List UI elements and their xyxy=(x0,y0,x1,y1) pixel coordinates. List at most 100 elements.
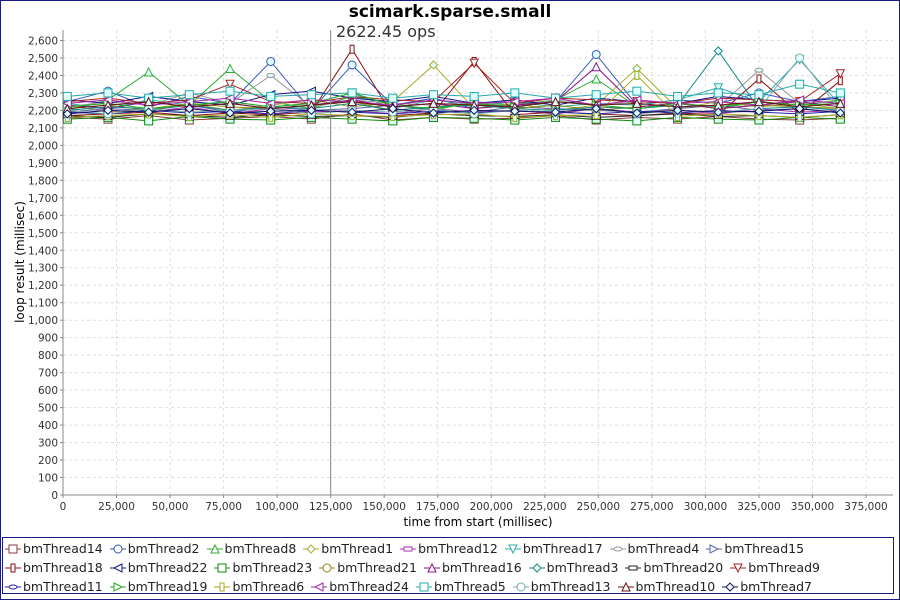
data-point xyxy=(713,88,723,98)
legend-marker-icon xyxy=(214,563,231,572)
legend-shape xyxy=(508,544,518,554)
legend-marker-icon xyxy=(400,546,417,551)
data-point xyxy=(266,56,276,66)
y-tick-label: 1,500 xyxy=(28,228,58,240)
data-point xyxy=(673,91,683,101)
data-point xyxy=(754,96,764,107)
data-point xyxy=(225,63,235,73)
x-tick-label: 225,000 xyxy=(523,501,566,513)
y-tick-label: 300 xyxy=(38,438,58,450)
legend-marker-icon xyxy=(625,565,642,570)
legend-label: bmThread2 xyxy=(127,541,200,556)
data-point xyxy=(713,107,723,117)
legend-label: bmThread23 xyxy=(232,560,313,575)
legend-item: bmThread17 xyxy=(504,539,603,558)
legend-item: bmThread24 xyxy=(311,577,409,596)
series-line xyxy=(67,83,841,99)
legend-label: bmThread18 xyxy=(23,560,103,575)
series-line xyxy=(67,108,841,115)
legend-shape xyxy=(113,581,123,592)
y-tick-label: 1,400 xyxy=(28,245,58,257)
data-point xyxy=(143,107,154,117)
legend-item: bmThread4 xyxy=(609,539,700,558)
data-point xyxy=(143,96,154,107)
y-tick-label: 1,700 xyxy=(28,193,58,205)
legend-shape xyxy=(403,546,413,551)
legend-item: bmThread7 xyxy=(722,577,812,596)
legend-marker-icon xyxy=(206,543,223,553)
y-tick-label: 2,200 xyxy=(28,105,58,117)
legend-shape xyxy=(516,582,526,591)
legend-label: bmThread10 xyxy=(635,579,716,594)
legend-shape xyxy=(427,562,437,572)
legend-marker-icon xyxy=(706,543,723,554)
data-point xyxy=(347,96,357,107)
data-point xyxy=(347,107,357,117)
legend-marker-icon xyxy=(303,543,320,554)
data-point xyxy=(591,103,601,114)
data-point xyxy=(713,46,723,56)
y-tick-label: 2,600 xyxy=(28,35,58,47)
legend-label: bmThread13 xyxy=(530,579,611,594)
legend-shape xyxy=(219,582,225,591)
x-tick-label: 0 xyxy=(60,501,67,513)
legend-label: bmThread14 xyxy=(23,541,103,556)
legend-label: bmThread6 xyxy=(232,579,305,594)
data-point xyxy=(795,79,805,89)
legend-marker-icon xyxy=(415,582,432,591)
legend-item: bmThread20 xyxy=(625,558,723,577)
data-point xyxy=(634,70,640,80)
legend-shape xyxy=(10,563,16,572)
data-point xyxy=(591,61,602,72)
data-point xyxy=(62,91,72,101)
legend-marker-icon xyxy=(730,563,747,573)
legend-item: bmThread22 xyxy=(109,558,207,577)
legend-item: bmThread19 xyxy=(109,577,207,596)
x-tick-label: 300,000 xyxy=(684,501,727,513)
legend-item: bmThread14 xyxy=(5,539,103,558)
data-point xyxy=(225,86,235,96)
legend-marker-icon xyxy=(311,581,328,592)
legend-label: bmThread9 xyxy=(748,560,820,575)
data-point xyxy=(388,103,398,114)
data-point xyxy=(143,66,154,77)
x-axis-label: time from start (millisec) xyxy=(403,515,553,529)
legend-item: bmThread11 xyxy=(5,577,103,596)
data-point xyxy=(225,98,235,108)
data-point xyxy=(754,67,764,73)
y-tick-label: 1,300 xyxy=(28,263,58,275)
legend-item: bmThread23 xyxy=(214,558,312,577)
data-point xyxy=(347,60,357,70)
legend-item: bmThread3 xyxy=(528,558,619,577)
data-point xyxy=(103,88,113,98)
series-line xyxy=(67,97,841,106)
legend-item: bmThread16 xyxy=(423,558,522,577)
series-line xyxy=(67,92,841,110)
x-tick-label: 375,000 xyxy=(844,501,887,513)
legend-label: bmThread4 xyxy=(627,541,700,556)
legend-shape xyxy=(8,584,18,589)
data-point xyxy=(632,98,642,108)
legend-item: bmThread1 xyxy=(303,539,393,558)
legend-shape xyxy=(733,563,743,573)
data-point xyxy=(103,105,113,116)
data-point xyxy=(347,88,357,98)
y-tick-label: 2,100 xyxy=(28,123,58,135)
legend-shape xyxy=(112,562,123,573)
x-tick-label: 25,000 xyxy=(98,501,135,513)
data-point xyxy=(266,72,276,78)
legend-shape xyxy=(113,544,123,553)
data-point xyxy=(754,106,764,116)
series-line xyxy=(67,74,841,118)
series-bmThread7 xyxy=(62,103,846,119)
x-tick-label: 325,000 xyxy=(737,501,780,513)
chart-title: scimark.sparse.small xyxy=(348,2,552,22)
y-tick-label: 1,900 xyxy=(28,158,58,170)
legend-label: bmThread3 xyxy=(546,560,619,575)
x-tick-label: 125,000 xyxy=(309,501,352,513)
legend-label: bmThread7 xyxy=(740,579,813,594)
series-line xyxy=(67,62,841,104)
legend-shape xyxy=(628,565,638,570)
legend-shape xyxy=(217,563,227,572)
data-point xyxy=(756,74,762,84)
